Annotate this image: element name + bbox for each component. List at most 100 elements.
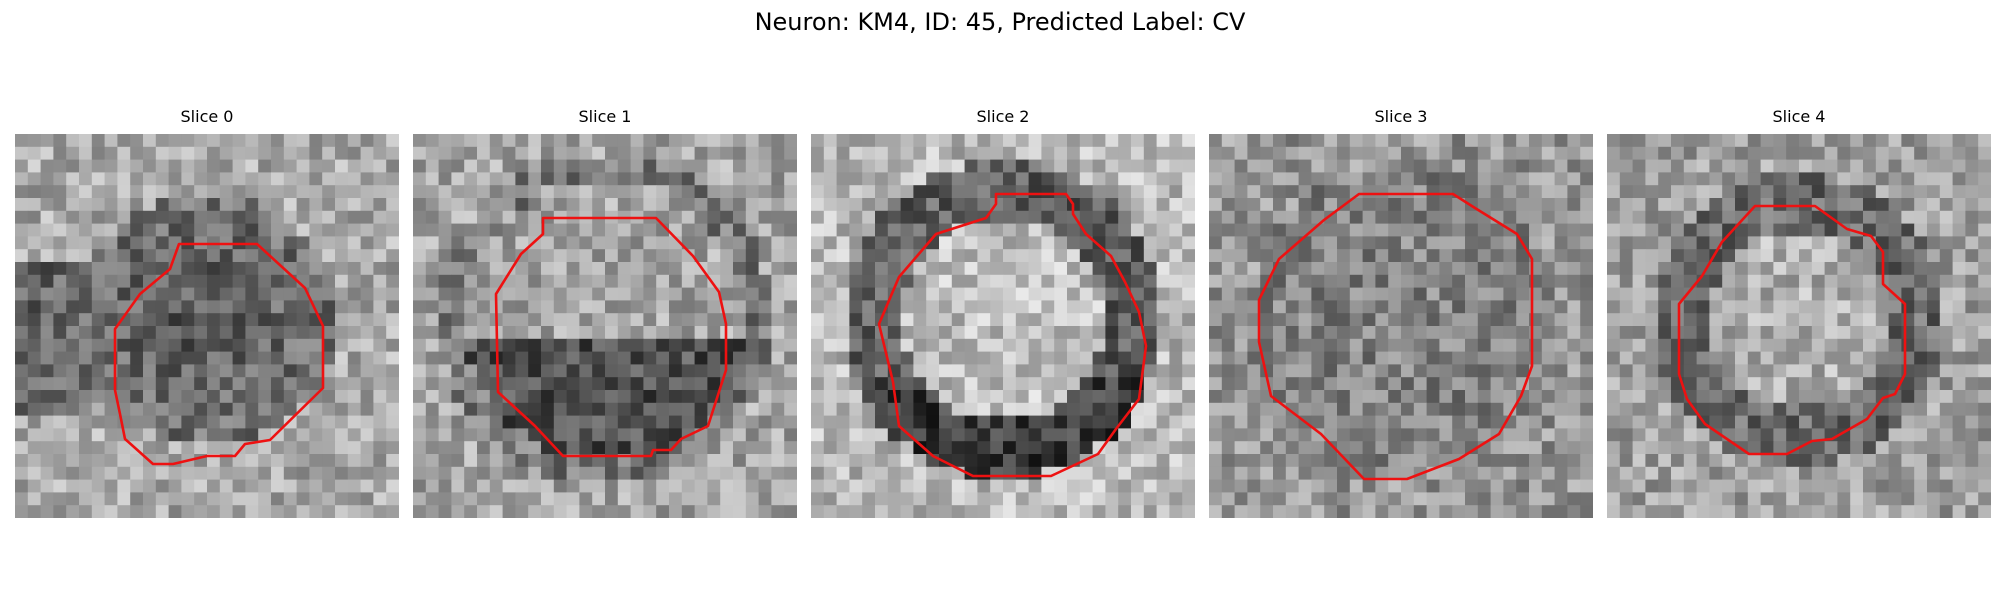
image-pixel [681, 210, 695, 224]
image-pixel [451, 415, 465, 429]
image-pixel [1747, 172, 1761, 186]
image-pixel [1209, 428, 1223, 442]
image-pixel [553, 134, 567, 148]
image-pixel [1888, 236, 1902, 250]
image-pixel [271, 172, 285, 186]
image-pixel [1054, 390, 1068, 404]
image-pixel [990, 402, 1004, 416]
image-pixel [605, 262, 619, 276]
image-pixel [1722, 377, 1736, 391]
image-pixel [990, 377, 1004, 391]
image-pixel [1683, 415, 1697, 429]
image-pixel [15, 415, 29, 429]
image-pixel [1311, 159, 1325, 173]
image-pixel [1607, 185, 1621, 199]
image-pixel [990, 479, 1004, 493]
image-pixel [784, 249, 797, 263]
image-pixel [1709, 505, 1723, 518]
image-pixel [862, 492, 876, 506]
image-pixel [1607, 172, 1621, 186]
image-pixel [1362, 159, 1376, 173]
image-pixel [245, 428, 259, 442]
image-pixel [862, 338, 876, 352]
image-pixel [1683, 249, 1697, 263]
image-pixel [553, 313, 567, 327]
image-pixel [862, 134, 876, 148]
image-pixel [1182, 210, 1195, 224]
image-pixel [694, 505, 708, 518]
image-pixel [1118, 223, 1132, 237]
image-pixel [425, 338, 439, 352]
image-pixel [1824, 364, 1838, 378]
image-pixel [720, 159, 734, 173]
image-pixel [1863, 505, 1877, 518]
image-pixel [1747, 300, 1761, 314]
image-pixel [1952, 210, 1966, 224]
image-pixel [1722, 441, 1736, 455]
image-pixel [155, 492, 169, 506]
image-pixel [951, 492, 965, 506]
image-pixel [1349, 428, 1363, 442]
image-pixel [425, 441, 439, 455]
image-pixel [1811, 262, 1825, 276]
image-pixel [1349, 274, 1363, 288]
image-pixel [1490, 146, 1504, 160]
segmentation-outline [494, 216, 728, 458]
image-pixel [592, 364, 606, 378]
image-pixel [1413, 415, 1427, 429]
image-pixel [502, 364, 516, 378]
image-pixel [553, 326, 567, 340]
image-pixel [425, 223, 439, 237]
image-pixel [1709, 454, 1723, 468]
image-pixel [1388, 390, 1402, 404]
image-pixel [1914, 415, 1928, 429]
image-pixel [630, 492, 644, 506]
image-pixel [926, 326, 940, 340]
image-pixel [15, 402, 29, 416]
image-pixel [1388, 249, 1402, 263]
image-pixel [1028, 313, 1042, 327]
image-pixel [232, 441, 246, 455]
image-pixel [1003, 210, 1017, 224]
image-pixel [1952, 198, 1966, 212]
image-pixel [849, 466, 863, 480]
image-pixel [1863, 210, 1877, 224]
image-pixel [1863, 390, 1877, 404]
image-pixel [1452, 274, 1466, 288]
image-pixel [15, 236, 29, 250]
image-pixel [1156, 313, 1170, 327]
image-pixel [1028, 338, 1042, 352]
image-pixel [1696, 505, 1710, 518]
image-pixel [784, 402, 797, 416]
image-pixel [694, 479, 708, 493]
image-pixel [1773, 185, 1787, 199]
image-pixel [425, 134, 439, 148]
image-pixel [1554, 454, 1568, 468]
image-pixel [271, 351, 285, 365]
image-pixel [1118, 377, 1132, 391]
image-pixel [1477, 351, 1491, 365]
image-pixel [1619, 428, 1633, 442]
image-pixel [1143, 326, 1157, 340]
image-pixel [1503, 351, 1517, 365]
image-pixel [1092, 377, 1106, 391]
image-pixel [451, 338, 465, 352]
image-pixel [322, 249, 336, 263]
image-pixel [1169, 300, 1183, 314]
image-pixel [566, 172, 580, 186]
image-pixel [1914, 466, 1928, 480]
image-pixel [1092, 134, 1106, 148]
image-pixel [1965, 249, 1979, 263]
image-pixel [40, 492, 54, 506]
image-pixel [579, 262, 593, 276]
image-pixel [1247, 274, 1261, 288]
image-pixel [784, 198, 797, 212]
image-pixel [1209, 454, 1223, 468]
image-pixel [413, 428, 427, 442]
image-pixel [823, 402, 837, 416]
image-pixel [541, 287, 555, 301]
image-pixel [1156, 454, 1170, 468]
image-pixel [1709, 428, 1723, 442]
image-pixel [335, 287, 349, 301]
image-pixel [1079, 300, 1093, 314]
